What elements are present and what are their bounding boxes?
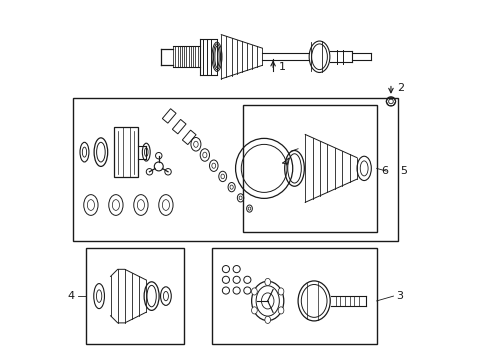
Ellipse shape <box>278 288 284 295</box>
Bar <box>172 120 186 134</box>
Ellipse shape <box>251 307 257 314</box>
Text: 5: 5 <box>399 166 406 176</box>
Bar <box>212 248 376 344</box>
Ellipse shape <box>251 288 257 295</box>
Bar <box>114 127 138 177</box>
Ellipse shape <box>278 307 284 314</box>
Bar <box>85 248 183 344</box>
Text: 3: 3 <box>395 291 403 301</box>
Bar <box>162 109 176 123</box>
Text: 4: 4 <box>67 291 75 301</box>
Bar <box>182 130 196 145</box>
Bar <box>73 98 397 241</box>
Ellipse shape <box>264 316 270 323</box>
Text: 2: 2 <box>397 83 404 93</box>
Text: 6: 6 <box>380 166 387 176</box>
Bar <box>242 105 376 232</box>
Ellipse shape <box>264 278 270 285</box>
Text: 1: 1 <box>278 62 285 72</box>
